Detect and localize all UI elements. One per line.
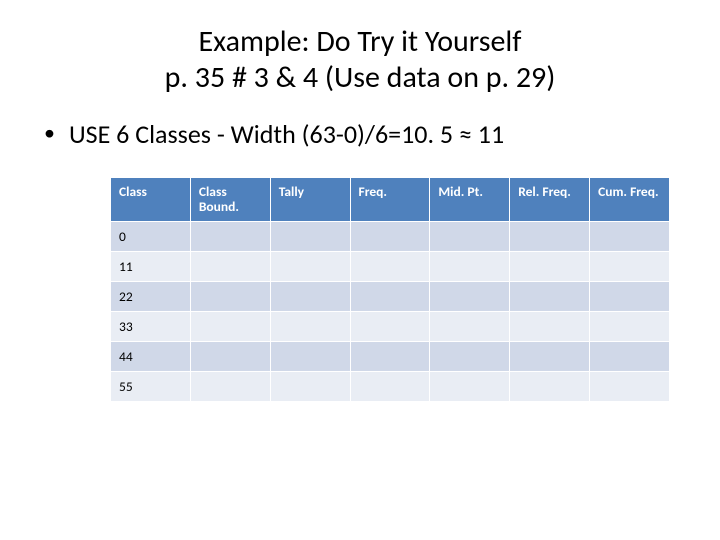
cell-class: 22 xyxy=(111,281,191,311)
cell-mid-pt xyxy=(430,281,510,311)
cell-rel-freq xyxy=(510,281,590,311)
cell-mid-pt xyxy=(430,251,510,281)
title-line-2: p. 35 # 3 & 4 (Use data on p. 29) xyxy=(165,59,556,96)
cell-tally xyxy=(270,281,350,311)
table-row: 55 xyxy=(111,371,670,401)
cell-cum-freq xyxy=(590,341,670,371)
table-row: 44 xyxy=(111,341,670,371)
table-header-row: Class Class Bound. Tally Freq. Mid. Pt. … xyxy=(111,177,670,221)
cell-class: 33 xyxy=(111,311,191,341)
col-class-bound: Class Bound. xyxy=(190,177,270,221)
cell-rel-freq xyxy=(510,251,590,281)
cell-class-bound xyxy=(190,221,270,251)
cell-class-bound xyxy=(190,311,270,341)
cell-cum-freq xyxy=(590,221,670,251)
col-tally: Tally xyxy=(270,177,350,221)
cell-cum-freq xyxy=(590,251,670,281)
table-row: 33 xyxy=(111,311,670,341)
cell-tally xyxy=(270,341,350,371)
cell-mid-pt xyxy=(430,371,510,401)
col-rel-freq: Rel. Freq. xyxy=(510,177,590,221)
cell-class: 44 xyxy=(111,341,191,371)
cell-tally xyxy=(270,371,350,401)
cell-tally xyxy=(270,311,350,341)
title-line-1: Example: Do Try it Yourself xyxy=(199,23,522,60)
frequency-table: Class Class Bound. Tally Freq. Mid. Pt. … xyxy=(110,177,670,402)
cell-class-bound xyxy=(190,281,270,311)
cell-class: 55 xyxy=(111,371,191,401)
cell-class-bound xyxy=(190,371,270,401)
cell-tally xyxy=(270,251,350,281)
cell-cum-freq xyxy=(590,371,670,401)
cell-class-bound xyxy=(190,251,270,281)
cell-freq xyxy=(350,251,430,281)
cell-mid-pt xyxy=(430,341,510,371)
cell-mid-pt xyxy=(430,221,510,251)
frequency-table-wrap: Class Class Bound. Tally Freq. Mid. Pt. … xyxy=(110,177,640,402)
cell-freq xyxy=(350,341,430,371)
cell-freq xyxy=(350,221,430,251)
slide-title: Example: Do Try it Yourself p. 35 # 3 & … xyxy=(40,24,680,96)
cell-freq xyxy=(350,371,430,401)
cell-class: 0 xyxy=(111,221,191,251)
cell-rel-freq xyxy=(510,311,590,341)
bullet-item: • USE 6 Classes - Width (63-0)/6=10. 5 ≈… xyxy=(40,118,680,151)
slide: Example: Do Try it Yourself p. 35 # 3 & … xyxy=(0,0,720,540)
bullet-dot-icon: • xyxy=(44,118,55,149)
cell-rel-freq xyxy=(510,371,590,401)
cell-rel-freq xyxy=(510,221,590,251)
col-mid-pt: Mid. Pt. xyxy=(430,177,510,221)
cell-freq xyxy=(350,281,430,311)
cell-freq xyxy=(350,311,430,341)
col-cum-freq: Cum. Freq. xyxy=(590,177,670,221)
cell-cum-freq xyxy=(590,311,670,341)
col-class: Class xyxy=(111,177,191,221)
table-row: 0 xyxy=(111,221,670,251)
cell-class-bound xyxy=(190,341,270,371)
cell-class: 11 xyxy=(111,251,191,281)
table-row: 11 xyxy=(111,251,670,281)
cell-rel-freq xyxy=(510,341,590,371)
cell-cum-freq xyxy=(590,281,670,311)
cell-tally xyxy=(270,221,350,251)
bullet-text: USE 6 Classes - Width (63-0)/6=10. 5 ≈ 1… xyxy=(69,118,504,151)
col-freq: Freq. xyxy=(350,177,430,221)
table-row: 22 xyxy=(111,281,670,311)
cell-mid-pt xyxy=(430,311,510,341)
